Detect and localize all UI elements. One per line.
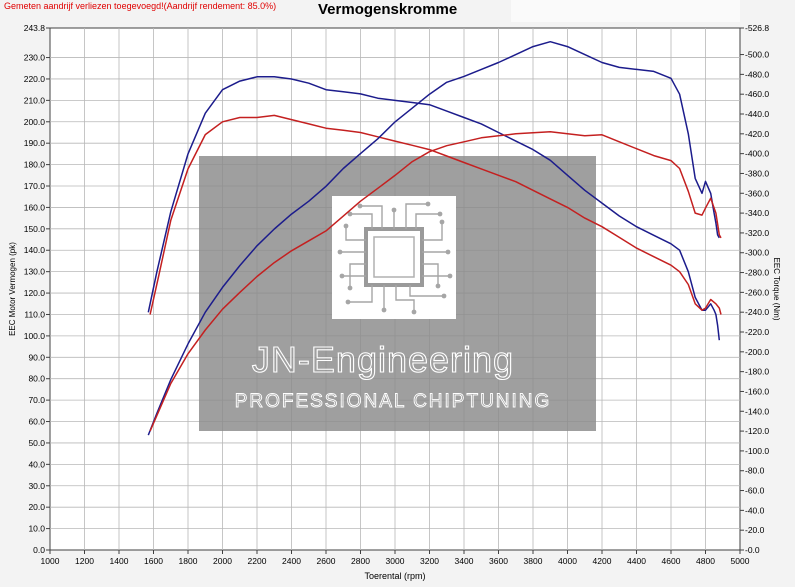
y-tick-label: 110.0 <box>24 309 45 319</box>
watermark-tagline: PROFESSIONAL CHIPTUNING <box>235 391 552 412</box>
y-tick-label: 40.0 <box>28 459 45 469</box>
series-line-power-blue <box>147 76 721 341</box>
y-tick-label: 230.0 <box>24 53 46 63</box>
series-lines <box>147 40 722 436</box>
y2-tick-label: -526.8 <box>745 23 769 33</box>
drivetrain-loss-notice: Gemeten aandrijf verliezen toegevoegd!(A… <box>4 1 277 11</box>
y2-tick-label: -340.0 <box>745 208 769 218</box>
y2-tick-label: -100.0 <box>745 446 769 456</box>
y-tick-label: 160.0 <box>24 202 46 212</box>
x-tick-label: 1200 <box>75 556 94 566</box>
y2-tick-label: -140.0 <box>745 406 769 416</box>
y2-tick-label: -320.0 <box>745 228 769 238</box>
x-axis-ticks: 1000 1200 1400 1600 1800 2000 2200 2400 2600 2800… <box>41 550 750 566</box>
y2-tick-label: -500.0 <box>745 50 769 60</box>
y2-tick-label: -180.0 <box>745 367 769 377</box>
x-tick-label: 2200 <box>248 556 267 566</box>
x-tick-label: 3800 <box>524 556 543 566</box>
y2-tick-label: -0.0 <box>745 545 760 555</box>
x-tick-label: 4400 <box>627 556 646 566</box>
y2-tick-label: -440.0 <box>745 109 769 119</box>
y-tick-label: 60.0 <box>28 417 45 427</box>
right-axis-ticks: -0.0 -20.0 -40.0 -60.0 -80.0 -100.0 -120.0 -140… <box>740 23 769 555</box>
series-line-torque-red <box>149 131 722 432</box>
y-tick-label: 140.0 <box>24 245 46 255</box>
x-axis-label: Toerental (rpm) <box>364 571 425 581</box>
x-tick-label: 3000 <box>386 556 405 566</box>
left-axis-ticks: 0.0 10.0 20.0 30.0 40.0 50.0 60.0 70.0 80.0 90.0 1… <box>24 23 50 555</box>
title-box-decoration <box>511 0 740 22</box>
y2-tick-label: -480.0 <box>745 69 769 79</box>
x-tick-label: 1400 <box>110 556 129 566</box>
series-line-torque-blue <box>147 40 720 436</box>
x-tick-label: 2800 <box>351 556 370 566</box>
y-tick-label: 130.0 <box>24 267 46 277</box>
y2-tick-label: -120.0 <box>745 426 769 436</box>
x-tick-label: 3400 <box>455 556 474 566</box>
x-tick-label: 2000 <box>213 556 232 566</box>
x-tick-label: 1600 <box>144 556 163 566</box>
y-tick-label: 190.0 <box>24 138 46 148</box>
y-tick-label: 170.0 <box>24 181 46 191</box>
y-tick-label: 150.0 <box>24 224 46 234</box>
circuit-chip-icon <box>332 196 456 319</box>
x-tick-label: 5000 <box>731 556 750 566</box>
series-line-power-red <box>149 114 722 315</box>
y-tick-label: 243.8 <box>24 23 46 33</box>
x-tick-label: 4000 <box>558 556 577 566</box>
x-tick-label: 4600 <box>662 556 681 566</box>
y2-tick-label: -80.0 <box>745 466 765 476</box>
chart-title: Vermogenskromme <box>318 1 458 18</box>
y2-tick-label: -160.0 <box>745 386 769 396</box>
y2-tick-label: -460.0 <box>745 89 769 99</box>
y-tick-label: 180.0 <box>24 160 46 170</box>
y-tick-label: 30.0 <box>28 481 45 491</box>
y-tick-label: 200.0 <box>24 117 46 127</box>
x-tick-label: 4200 <box>593 556 612 566</box>
y2-tick-label: -220.0 <box>745 327 769 337</box>
y-tick-label: 210.0 <box>24 95 46 105</box>
y-tick-label: 220.0 <box>24 74 46 84</box>
y-tick-label: 0.0 <box>33 545 45 555</box>
y2-tick-label: -40.0 <box>745 505 765 515</box>
y-axis-label: EEC Motor Vermogen (pk) <box>8 242 17 336</box>
y2-tick-label: -240.0 <box>745 307 769 317</box>
watermark-brand: JN-Engineering <box>252 339 514 380</box>
x-tick-label: 4800 <box>696 556 715 566</box>
y-tick-label: 90.0 <box>28 352 45 362</box>
y2-tick-label: -400.0 <box>745 149 769 159</box>
x-tick-label: 2400 <box>282 556 301 566</box>
x-tick-label: 1800 <box>179 556 198 566</box>
y2-tick-label: -420.0 <box>745 129 769 139</box>
y2-axis-label: EEC Torque (Nm) <box>772 258 781 321</box>
y2-tick-label: -20.0 <box>745 525 765 535</box>
y2-tick-label: -380.0 <box>745 168 769 178</box>
x-tick-label: 1000 <box>41 556 60 566</box>
x-tick-label: 3200 <box>420 556 439 566</box>
y-tick-label: 80.0 <box>28 374 45 384</box>
x-tick-label: 2600 <box>317 556 336 566</box>
y-tick-label: 120.0 <box>24 288 46 298</box>
watermark: JN-Engineering PROFESSIONAL CHIPTUNING <box>199 156 596 431</box>
x-tick-label: 3600 <box>489 556 508 566</box>
y-tick-label: 20.0 <box>28 502 45 512</box>
y2-tick-label: -280.0 <box>745 268 769 278</box>
y2-tick-label: -300.0 <box>745 248 769 258</box>
y2-tick-label: -260.0 <box>745 287 769 297</box>
y2-tick-label: -200.0 <box>745 347 769 357</box>
y-tick-label: 70.0 <box>28 395 45 405</box>
y-tick-label: 50.0 <box>28 438 45 448</box>
y2-tick-label: -60.0 <box>745 486 765 496</box>
y-tick-label: 10.0 <box>28 524 45 534</box>
y2-tick-label: -360.0 <box>745 188 769 198</box>
y-tick-label: 100.0 <box>24 331 46 341</box>
